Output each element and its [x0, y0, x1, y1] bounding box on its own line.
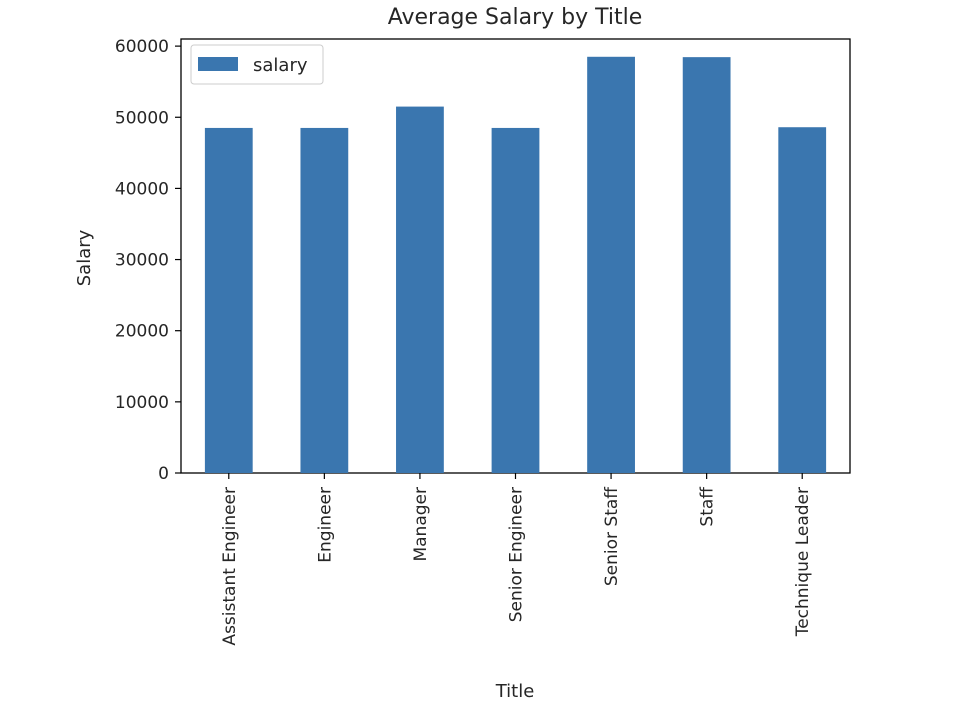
legend: salary	[190, 44, 324, 85]
legend-box	[190, 44, 324, 85]
x-tick-label: Assistant Engineer	[220, 487, 240, 646]
y-tick-label: 20000	[115, 322, 169, 342]
bar-assistant-engineer	[204, 127, 253, 474]
y-tick-label: 50000	[115, 108, 169, 128]
x-axis: Assistant Engineer Engineer Manager Senior …	[220, 473, 813, 646]
bar-staff	[682, 57, 731, 473]
y-tick-label: 40000	[115, 179, 169, 199]
x-tick-label: Senior Staff	[602, 486, 622, 586]
bars-group	[204, 56, 827, 474]
legend-label: salary	[253, 55, 308, 76]
bar-technique-leader	[778, 127, 827, 473]
y-axis: 0 10000 20000 30000 40000 50000 60000	[115, 37, 181, 484]
y-tick-label: 60000	[115, 37, 169, 57]
y-tick-label: 30000	[115, 251, 169, 271]
x-tick-label: Senior Engineer	[507, 487, 527, 622]
x-tick-label: Technique Leader	[793, 487, 813, 637]
legend-swatch	[198, 57, 238, 71]
y-axis-label: Salary	[74, 229, 95, 286]
x-tick-label: Staff	[698, 486, 718, 527]
chart-title: Average Salary by Title	[388, 5, 643, 30]
y-tick-label: 10000	[115, 393, 169, 413]
bar-manager	[396, 106, 444, 474]
y-tick-label: 0	[158, 464, 169, 484]
bar-senior-staff	[587, 56, 635, 473]
bar-senior-engineer	[491, 127, 540, 474]
x-axis-label: Title	[495, 681, 535, 702]
x-tick-label: Engineer	[315, 487, 335, 563]
x-tick-label: Manager	[411, 487, 431, 562]
bar-engineer	[300, 127, 349, 474]
